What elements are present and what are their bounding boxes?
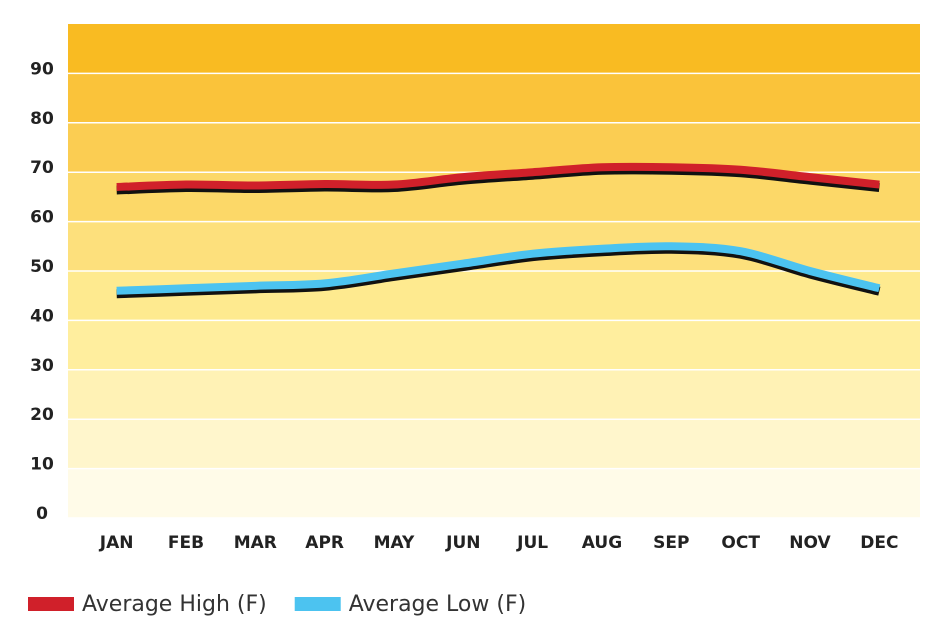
- x-tick-label: JUL: [516, 533, 548, 553]
- background-band: [68, 369, 920, 420]
- x-tick-label: DEC: [860, 533, 898, 553]
- background-band: [68, 122, 920, 173]
- background-band: [68, 320, 920, 370]
- legend-label: Average High (F): [82, 592, 267, 617]
- x-tick-label: JUN: [445, 533, 480, 553]
- line: [116, 242, 881, 295]
- x-tick-label: SEP: [653, 533, 689, 553]
- legend-swatch: [28, 597, 74, 611]
- x-tick-label: JAN: [99, 533, 134, 553]
- y-tick-label: 30: [30, 356, 54, 376]
- y-tick-label: 0: [36, 504, 48, 524]
- x-tick-label: FEB: [168, 533, 204, 553]
- y-tick-label: 50: [30, 257, 54, 277]
- background-band: [68, 468, 920, 518]
- x-tick-label: NOV: [789, 533, 831, 553]
- y-tick-label: 40: [30, 306, 54, 326]
- background-band: [68, 24, 920, 74]
- y-tick-label: 90: [30, 59, 54, 79]
- legend-swatch: [294, 597, 341, 611]
- x-tick-label: APR: [305, 533, 344, 553]
- legend-label: Average Low (F): [349, 592, 526, 617]
- background-band: [68, 271, 920, 321]
- background-band: [68, 419, 920, 469]
- line: [116, 162, 880, 192]
- y-tick-label: 10: [30, 455, 54, 475]
- background-band: [68, 73, 920, 123]
- x-tick-label: OCT: [721, 533, 760, 553]
- y-tick-label: 70: [30, 158, 54, 178]
- x-tick-label: MAR: [234, 533, 277, 553]
- x-tick-label: AUG: [582, 533, 622, 553]
- y-tick-label: 80: [30, 109, 54, 129]
- x-tick-label: MAY: [374, 533, 415, 553]
- y-tick-label: 60: [30, 208, 54, 228]
- y-tick-label: 20: [30, 405, 54, 425]
